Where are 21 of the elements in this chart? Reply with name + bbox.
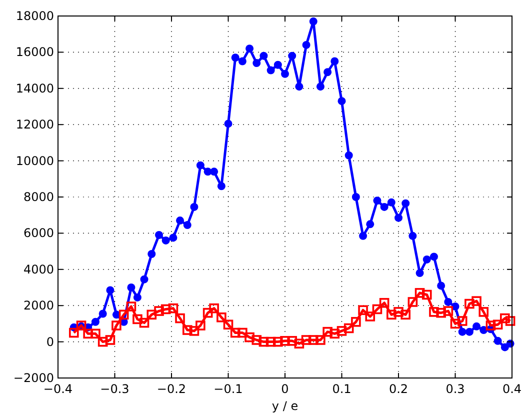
y-tick-label: 6000	[23, 226, 54, 240]
y-tick-label: 16000	[16, 45, 54, 60]
x-tick-label: −0.2	[156, 382, 186, 396]
y-tick-label: −2000	[13, 371, 54, 385]
y-tick-label: 2000	[23, 298, 54, 313]
y-tick-label: 18000	[16, 9, 54, 23]
x-tick-label: −0.1	[214, 382, 243, 396]
y-tick-label: 12000	[16, 118, 54, 132]
x-tick-label: −0.3	[100, 382, 130, 396]
x-tick-label: 0	[281, 382, 289, 396]
y-tick-label: 14000	[16, 81, 54, 96]
y-tick-label: 0	[46, 334, 54, 349]
y-tick-label: 8000	[23, 190, 54, 204]
x-tick-label: 0.4	[502, 382, 522, 396]
y-tick-label: 4000	[23, 262, 54, 276]
x-tick-label: 0.3	[446, 382, 465, 396]
x-axis-title: y / e	[272, 399, 298, 413]
x-tick-label: −0.4	[43, 382, 73, 396]
x-tick-label: 0.1	[332, 382, 352, 396]
x-tick-label: 0.2	[388, 382, 408, 396]
y-tick-label: 10000	[16, 154, 54, 168]
